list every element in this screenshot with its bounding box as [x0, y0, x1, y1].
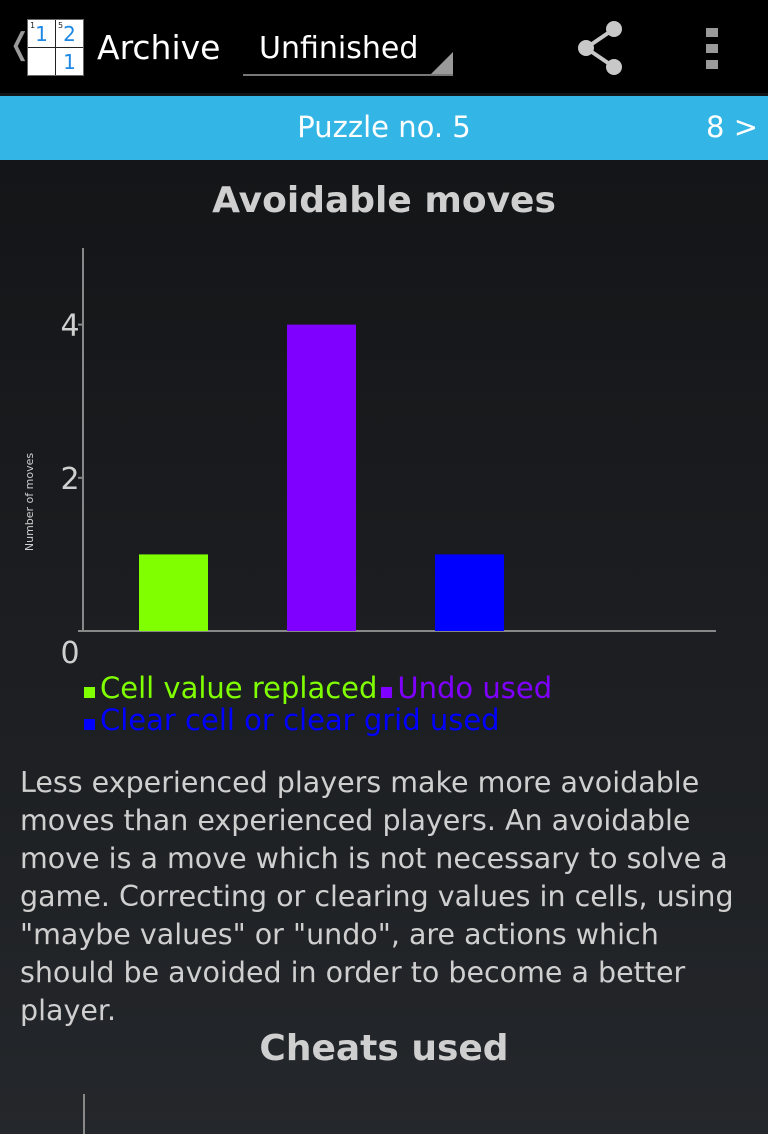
- overflow-dot: [706, 28, 718, 37]
- legend-item: Undo used: [381, 672, 552, 704]
- legend-swatch: [84, 687, 95, 698]
- legend-item: Cell value replaced: [84, 672, 377, 704]
- y-axis-label: Number of moves: [23, 453, 36, 552]
- legend-swatch: [84, 719, 95, 730]
- legend-item: Clear cell or clear grid used: [84, 704, 500, 736]
- bar: [287, 324, 356, 631]
- chart-title: Avoidable moves: [212, 180, 556, 221]
- logo-cell: [28, 48, 55, 75]
- action-bar: ❬ 1 1 5 2 1 Archive Unfinished: [0, 0, 768, 93]
- app-logo: 1 1 5 2 1: [27, 19, 84, 76]
- archive-filter-spinner[interactable]: Unfinished: [243, 26, 453, 76]
- share-icon: [578, 21, 622, 75]
- page-title: Archive: [97, 28, 221, 67]
- logo-cell: 1 1: [30, 21, 48, 46]
- bar: [139, 554, 208, 631]
- logo-cell: 5 2: [58, 21, 76, 46]
- dropdown-corner-icon: [431, 52, 453, 74]
- legend-swatch: [381, 687, 393, 698]
- chart-legend: Cell value replaced Undo used Clear cell o…: [84, 672, 744, 736]
- explanation-text: Less experienced players make more avoid…: [20, 766, 734, 1027]
- legend-label: Clear cell or clear grid used: [100, 703, 500, 737]
- cheats-used-title: Cheats used: [259, 1028, 509, 1069]
- share-button[interactable]: [570, 20, 630, 76]
- overflow-dot: [706, 44, 718, 53]
- spinner-value: Unfinished: [259, 31, 419, 66]
- puzzle-title: Puzzle no. 5: [297, 110, 471, 144]
- y-tick-label: 0: [60, 636, 79, 670]
- y-tick-label: 4: [60, 309, 79, 344]
- puzzle-navigation-bar: Puzzle no. 5 8 >: [0, 96, 768, 160]
- logo-divider: [28, 47, 83, 48]
- overflow-menu-button[interactable]: [698, 22, 726, 74]
- legend-label: Cell value replaced: [100, 671, 378, 705]
- logo-cell: 1: [63, 50, 76, 74]
- y-tick-label: 2: [60, 462, 79, 497]
- overflow-dot: [706, 60, 718, 69]
- cheats-chart-axis: [83, 1094, 85, 1134]
- avoidable-moves-chart: 0 2 4 Number of moves: [23, 248, 716, 670]
- legend-label: Undo used: [397, 671, 553, 705]
- next-puzzle-button[interactable]: 8 >: [706, 110, 758, 144]
- bar: [435, 554, 504, 631]
